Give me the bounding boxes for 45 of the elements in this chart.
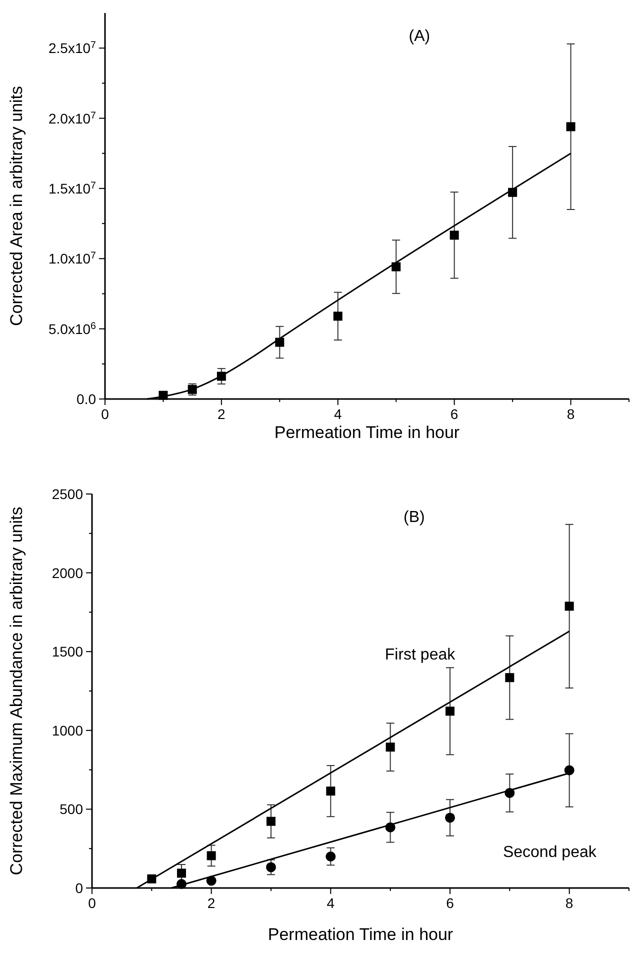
point <box>326 851 336 862</box>
y-tick-label: 1500 <box>52 644 84 660</box>
x-tick-label: 0 <box>101 406 110 422</box>
x-tick-label: 6 <box>450 406 458 422</box>
point <box>266 816 276 826</box>
y-tick-label: 500 <box>60 801 84 818</box>
point <box>326 786 336 796</box>
x-tick-label: 4 <box>334 406 342 422</box>
x-axis-title: Permeation Time in hour <box>268 925 454 944</box>
y-tick-label: 2500 <box>52 486 84 502</box>
y-tick-label: 1.5x10$^{7}$ <box>48 180 96 196</box>
y-tick-label: 0.0 <box>76 391 96 407</box>
y-tick-label: 0 <box>75 880 84 896</box>
point <box>206 851 216 860</box>
y-axis-title: Corrected Area in arbitrary units <box>7 86 26 326</box>
text: Second peak <box>502 844 598 861</box>
text: First peak <box>384 646 456 664</box>
y-tick-label: 2.0x10$^{7}$ <box>48 110 96 126</box>
point <box>564 602 574 611</box>
y-tick-label: 2000 <box>52 564 84 581</box>
point <box>177 868 186 878</box>
point <box>505 673 514 682</box>
text: (B) <box>404 509 425 526</box>
x-tick-label: 8 <box>566 406 575 422</box>
y-tick-label: 1000 <box>52 722 84 738</box>
point <box>392 262 401 272</box>
point <box>333 312 342 321</box>
point <box>386 742 395 752</box>
y-tick-label: 1.0x10$^{7}$ <box>48 250 96 267</box>
point <box>445 812 455 823</box>
x-axis-title: Permeation Time in hour <box>274 423 460 442</box>
y-tick-label: 5.0x10$^{6}$ <box>48 320 97 337</box>
point <box>446 706 454 716</box>
point <box>566 122 576 132</box>
x-tick-label: 8 <box>565 895 574 911</box>
x-tick-label: 2 <box>218 406 226 422</box>
text: (A) <box>408 28 430 45</box>
y-axis-title: Corrected Maximum Abundance in arbitrary units <box>7 506 26 876</box>
point <box>450 230 459 240</box>
point <box>564 765 574 776</box>
x-tick-label: 2 <box>207 895 216 911</box>
x-tick-label: 6 <box>446 895 454 911</box>
point <box>266 862 276 872</box>
x-tick-label: 4 <box>326 895 335 911</box>
y-tick-label: 2.5x10$^{7}$ <box>48 40 96 56</box>
